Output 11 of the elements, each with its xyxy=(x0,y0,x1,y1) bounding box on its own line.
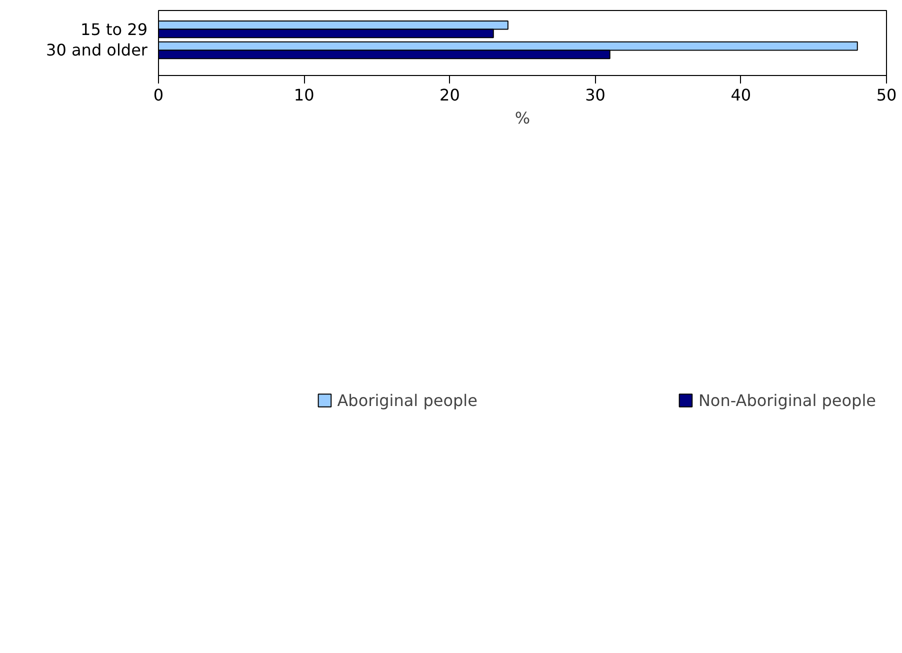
x-tick-label: 0 xyxy=(153,86,164,104)
x-tick-label: 30 xyxy=(585,86,606,104)
x-axis-title: % xyxy=(514,108,530,128)
legend-label: Non-Aboriginal people xyxy=(698,390,876,410)
legend-label: Aboriginal people xyxy=(337,390,478,410)
y-tick-label: 30 and older xyxy=(46,40,148,60)
x-tick-label: 50 xyxy=(876,86,897,104)
x-tick-label: 10 xyxy=(294,86,314,104)
x-tick-label: 20 xyxy=(440,86,460,104)
x-tick-label: 40 xyxy=(730,86,752,104)
y-tick-label: 15 to 29 xyxy=(80,20,148,39)
